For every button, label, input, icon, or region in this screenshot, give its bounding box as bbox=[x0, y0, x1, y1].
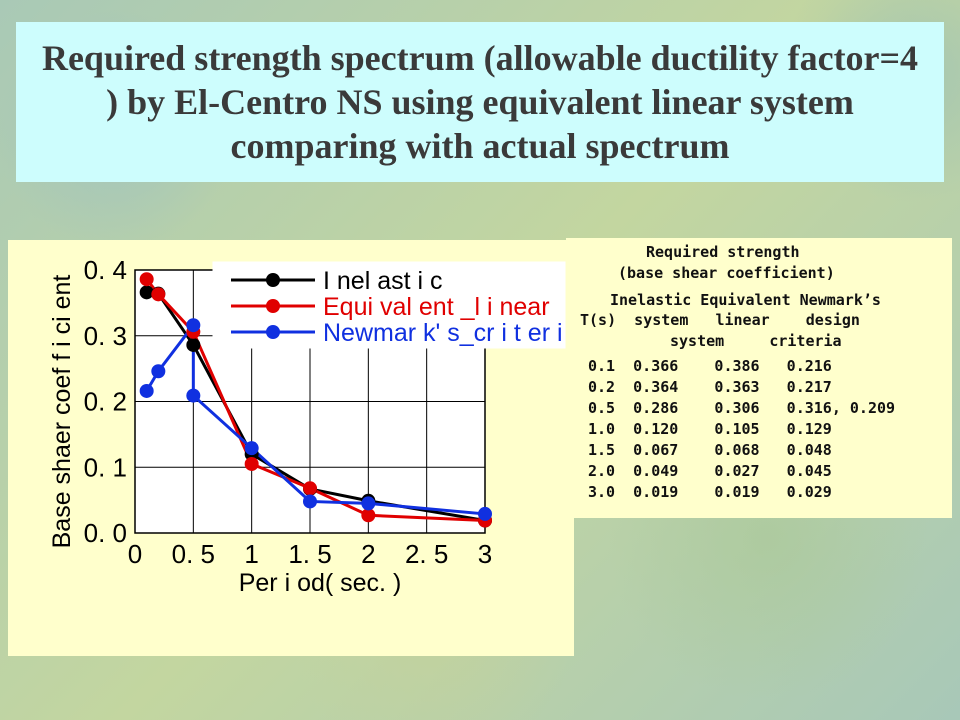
y-tick-label: 0. 0 bbox=[84, 518, 127, 548]
legend-swatch-marker bbox=[266, 299, 280, 313]
x-tick-label: 0. 5 bbox=[172, 539, 215, 569]
data-point bbox=[478, 506, 492, 521]
table-heading: Required strength bbox=[646, 243, 800, 261]
data-point bbox=[186, 337, 201, 352]
data-point bbox=[139, 272, 154, 287]
chart-panel: 0 0. 5 1 1. 5 2 2. 5 3 0. 0 0. 1 0. 2 0. 3 0. 4 Per … bbox=[8, 240, 574, 656]
table-row: 1.5 0.067 0.068 0.048 bbox=[588, 441, 832, 459]
table-row: 0.2 0.364 0.363 0.217 bbox=[588, 378, 832, 396]
series-line bbox=[145, 320, 486, 516]
legend-swatch-marker bbox=[266, 273, 280, 287]
legend-label: Equi val ent _l i near bbox=[323, 293, 550, 321]
data-point bbox=[139, 383, 154, 398]
legend-label: Newmar k' s_cr i t er i a bbox=[323, 319, 574, 347]
legend-swatch-marker bbox=[266, 325, 280, 339]
column-header-3: system criteria bbox=[670, 332, 842, 350]
y-tick-label: 0. 4 bbox=[84, 255, 127, 285]
table-row: 0.5 0.286 0.306 0.316, 0.209 bbox=[588, 399, 896, 417]
data-point bbox=[303, 494, 317, 509]
column-header-2: T(s) system linear design bbox=[580, 311, 860, 329]
data-point bbox=[361, 508, 376, 523]
x-axis-label: Per i od( sec. ) bbox=[239, 569, 402, 597]
data-point bbox=[361, 496, 376, 511]
y-tick-label: 0. 1 bbox=[84, 452, 127, 482]
data-point bbox=[303, 481, 317, 496]
y-tick-label: 0. 2 bbox=[84, 387, 127, 417]
spectrum-chart: 0 0. 5 1 1. 5 2 2. 5 3 0. 0 0. 1 0. 2 0. 3 0. 4 Per … bbox=[48, 255, 574, 597]
data-point bbox=[186, 318, 201, 333]
data-point bbox=[151, 364, 166, 379]
x-tick-label: 1 bbox=[244, 539, 258, 569]
data-point bbox=[244, 456, 259, 471]
data-point bbox=[139, 285, 154, 300]
data-point bbox=[151, 287, 166, 302]
table-row: 0.1 0.366 0.386 0.216 bbox=[588, 357, 832, 375]
strength-table: Required strength (base shear coefficien… bbox=[566, 238, 952, 518]
legend-label: I nel ast i c bbox=[323, 267, 443, 295]
x-tick-label: 2 bbox=[361, 539, 375, 569]
x-tick-label: 2. 5 bbox=[405, 539, 448, 569]
title-banner: Required strength spectrum (allowable du… bbox=[16, 22, 944, 182]
column-header-1: Inelastic Equivalent Newmark’s bbox=[610, 291, 881, 309]
table-row: 2.0 0.049 0.027 0.045 bbox=[588, 462, 832, 480]
data-point bbox=[244, 441, 259, 456]
x-tick-label: 1. 5 bbox=[288, 539, 331, 569]
x-tick-label: 0 bbox=[128, 539, 142, 569]
slide-title: Required strength spectrum (allowable du… bbox=[41, 38, 919, 166]
table-subheading: (base shear coefficient) bbox=[618, 264, 835, 282]
y-axis-label: Base shaer coef f i ci ent bbox=[48, 275, 76, 549]
table-row: 3.0 0.019 0.019 0.029 bbox=[588, 483, 832, 501]
table-row: 1.0 0.120 0.105 0.129 bbox=[588, 420, 832, 438]
y-tick-label: 0. 3 bbox=[84, 321, 127, 351]
data-point bbox=[186, 388, 201, 403]
x-tick-label: 3 bbox=[478, 539, 492, 569]
